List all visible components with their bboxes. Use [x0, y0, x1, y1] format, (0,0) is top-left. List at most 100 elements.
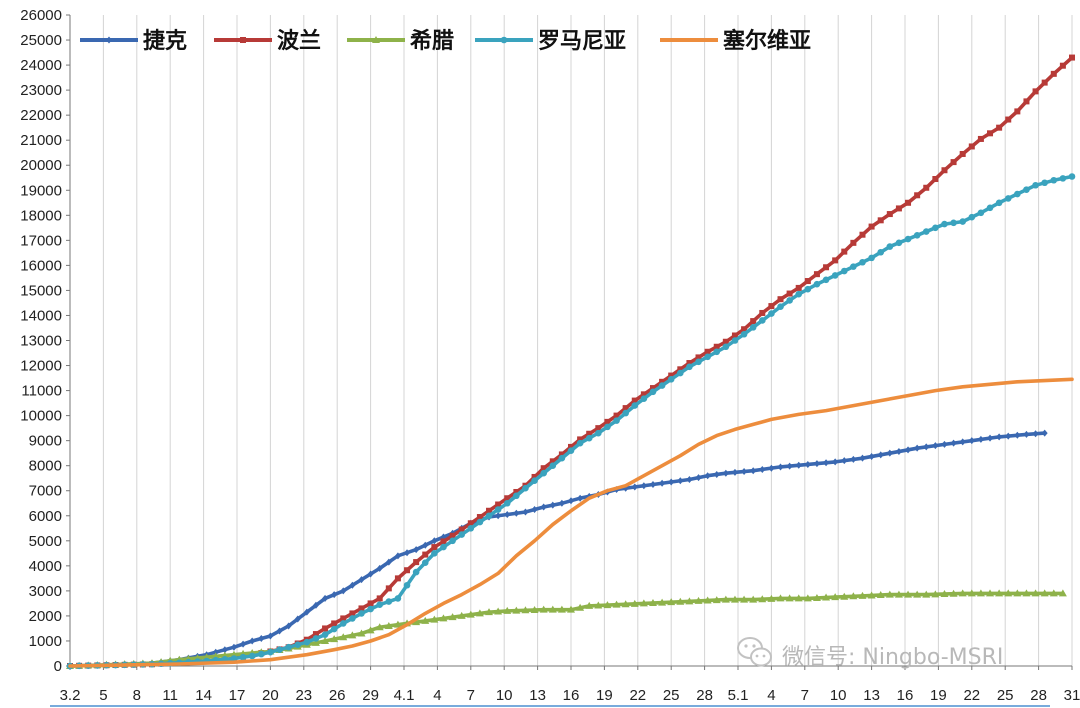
legend-label: 塞尔维亚 [723, 28, 811, 54]
data-point [804, 460, 811, 468]
data-point [621, 600, 630, 608]
x-tick-label: 20 [262, 687, 279, 704]
data-point [576, 603, 585, 611]
data-point [404, 567, 411, 574]
data-point [1059, 62, 1066, 69]
data-point [894, 590, 903, 598]
x-tick-label: 10 [496, 687, 513, 704]
data-point [832, 458, 839, 466]
data-point [850, 455, 857, 463]
data-point [777, 303, 784, 310]
data-point [668, 478, 675, 486]
data-point [540, 503, 547, 511]
data-point [604, 418, 611, 425]
data-point [822, 276, 830, 284]
data-point [1022, 589, 1031, 597]
data-point [749, 324, 757, 331]
data-point [367, 600, 374, 607]
data-point [777, 463, 784, 471]
data-point [923, 443, 930, 451]
data-point [349, 610, 356, 617]
data-point [695, 358, 702, 366]
data-point [904, 235, 912, 243]
x-tick-label: 5.1 [728, 687, 749, 704]
data-point [321, 631, 329, 639]
x-tick-label: 13 [529, 687, 546, 704]
data-point [486, 507, 493, 514]
data-point [568, 443, 574, 450]
data-point [586, 430, 593, 437]
data-point [749, 595, 758, 603]
data-point [868, 254, 875, 262]
data-point [549, 462, 557, 469]
data-point [649, 388, 657, 396]
data-point [440, 543, 447, 551]
series-line [68, 377, 1074, 668]
data-point [339, 633, 348, 641]
data-point [667, 598, 676, 606]
data-point [1041, 79, 1048, 86]
x-tick-label: 7 [467, 687, 475, 704]
data-point [467, 524, 475, 532]
data-point [1050, 70, 1057, 77]
data-point [677, 477, 684, 485]
y-tick-label: 26000 [20, 7, 62, 24]
data-point [494, 607, 503, 615]
data-point [331, 591, 338, 599]
data-point [239, 653, 247, 661]
data-point [740, 330, 748, 338]
data-point [649, 385, 656, 392]
y-tick-label: 3000 [29, 583, 62, 600]
data-point [785, 594, 794, 602]
data-point [958, 589, 967, 597]
data-point [1023, 98, 1030, 105]
data-point [868, 223, 875, 230]
data-point [750, 318, 757, 325]
series-lines [66, 54, 1076, 670]
x-tick-label: 28 [1030, 687, 1047, 704]
data-point [394, 552, 401, 560]
x-tick-label: 16 [563, 687, 580, 704]
data-point [850, 263, 857, 270]
data-point [558, 499, 565, 507]
data-point [803, 594, 812, 602]
data-point [249, 637, 256, 645]
data-point [476, 514, 483, 521]
data-point [841, 248, 848, 255]
data-point [431, 537, 438, 545]
data-point [731, 332, 738, 339]
data-point [876, 591, 885, 599]
data-point [258, 634, 265, 642]
data-point [312, 635, 320, 642]
data-point [804, 278, 811, 285]
data-point [722, 469, 729, 477]
data-point [412, 618, 421, 626]
data-point [466, 610, 475, 618]
data-point [1032, 88, 1039, 95]
data-point [421, 559, 429, 567]
data-point [1014, 431, 1021, 439]
data-point [404, 549, 411, 557]
data-point [522, 508, 529, 516]
data-point [421, 616, 430, 624]
data-point [996, 124, 1003, 131]
data-point [531, 473, 538, 480]
data-point [513, 488, 520, 495]
data-point [831, 272, 839, 279]
data-point [941, 440, 948, 448]
data-point [977, 135, 984, 142]
data-point [795, 284, 802, 291]
data-point [703, 596, 712, 604]
data-point [786, 462, 793, 470]
data-point [640, 482, 647, 490]
data-point [594, 601, 603, 609]
data-point [914, 444, 921, 452]
data-point [385, 558, 392, 566]
data-point [730, 595, 739, 603]
x-tick-label: 28 [696, 687, 713, 704]
x-tick-label: 10 [830, 687, 847, 704]
y-tick-label: 4000 [29, 558, 62, 575]
data-point [813, 460, 820, 468]
y-tick-label: 2000 [29, 608, 62, 625]
data-point [367, 605, 374, 613]
